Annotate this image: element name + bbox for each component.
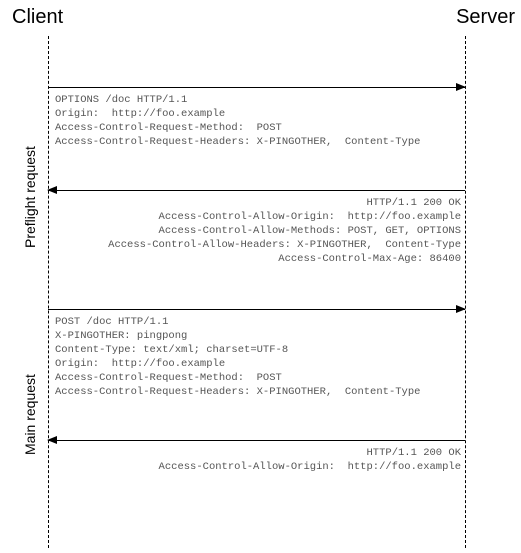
arrow-preflight-response	[48, 190, 465, 191]
section-preflight-label: Preflight request	[22, 146, 38, 248]
main-response-text: HTTP/1.1 200 OK Access-Control-Allow-Ori…	[159, 446, 461, 474]
preflight-response-text: HTTP/1.1 200 OK Access-Control-Allow-Ori…	[108, 196, 461, 266]
section-main-label: Main request	[22, 374, 38, 455]
arrowhead-right-icon	[456, 83, 466, 91]
arrowhead-left-icon	[47, 186, 57, 194]
arrow-preflight-request	[48, 87, 465, 88]
sequence-diagram: Client Server Preflight request Main req…	[0, 0, 521, 553]
server-label: Server	[456, 6, 515, 29]
arrow-main-request	[48, 309, 465, 310]
preflight-request-text: OPTIONS /doc HTTP/1.1 Origin: http://foo…	[55, 93, 420, 149]
client-lifeline	[48, 36, 49, 548]
arrow-main-response	[48, 440, 465, 441]
arrowhead-right-icon	[456, 305, 466, 313]
server-lifeline	[465, 36, 466, 548]
main-request-text: POST /doc HTTP/1.1 X-PINGOTHER: pingpong…	[55, 315, 420, 399]
arrowhead-left-icon	[47, 436, 57, 444]
client-label: Client	[12, 6, 63, 29]
